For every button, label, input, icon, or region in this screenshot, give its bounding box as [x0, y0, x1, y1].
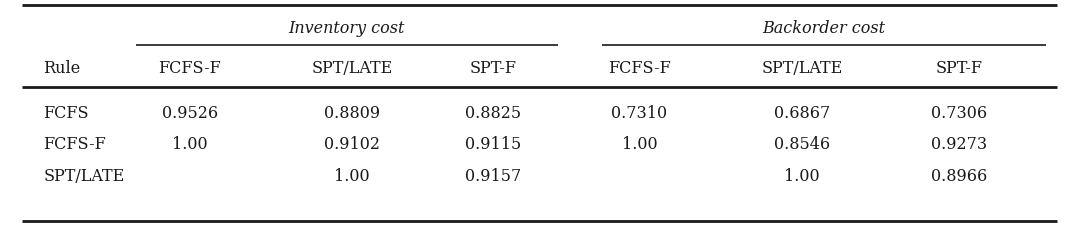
Text: 0.8546: 0.8546 — [774, 136, 830, 153]
Text: 1.00: 1.00 — [335, 168, 370, 184]
Text: Rule: Rule — [43, 60, 80, 76]
Text: 1.00: 1.00 — [785, 168, 820, 184]
Text: 1.00: 1.00 — [172, 136, 207, 153]
Text: 0.8809: 0.8809 — [324, 105, 380, 122]
Text: 0.8966: 0.8966 — [931, 168, 988, 184]
Text: 0.8825: 0.8825 — [465, 105, 521, 122]
Text: Backorder cost: Backorder cost — [762, 20, 886, 37]
Text: 0.9526: 0.9526 — [162, 105, 218, 122]
Text: Inventory cost: Inventory cost — [288, 20, 405, 37]
Text: 0.9102: 0.9102 — [324, 136, 380, 153]
Text: FCFS-F: FCFS-F — [608, 60, 671, 76]
Text: SPT/LATE: SPT/LATE — [312, 60, 392, 76]
Text: 0.6867: 0.6867 — [774, 105, 830, 122]
Text: 0.9115: 0.9115 — [465, 136, 521, 153]
Text: SPT/LATE: SPT/LATE — [43, 168, 125, 184]
Text: FCFS-F: FCFS-F — [158, 60, 221, 76]
Text: 0.9157: 0.9157 — [465, 168, 521, 184]
Text: FCFS-F: FCFS-F — [43, 136, 106, 153]
Text: FCFS: FCFS — [43, 105, 89, 122]
Text: 0.7306: 0.7306 — [931, 105, 988, 122]
Text: SPT-F: SPT-F — [935, 60, 983, 76]
Text: SPT/LATE: SPT/LATE — [762, 60, 842, 76]
Text: 1.00: 1.00 — [622, 136, 657, 153]
Text: SPT-F: SPT-F — [469, 60, 517, 76]
Text: 0.9273: 0.9273 — [931, 136, 988, 153]
Text: 0.7310: 0.7310 — [611, 105, 668, 122]
